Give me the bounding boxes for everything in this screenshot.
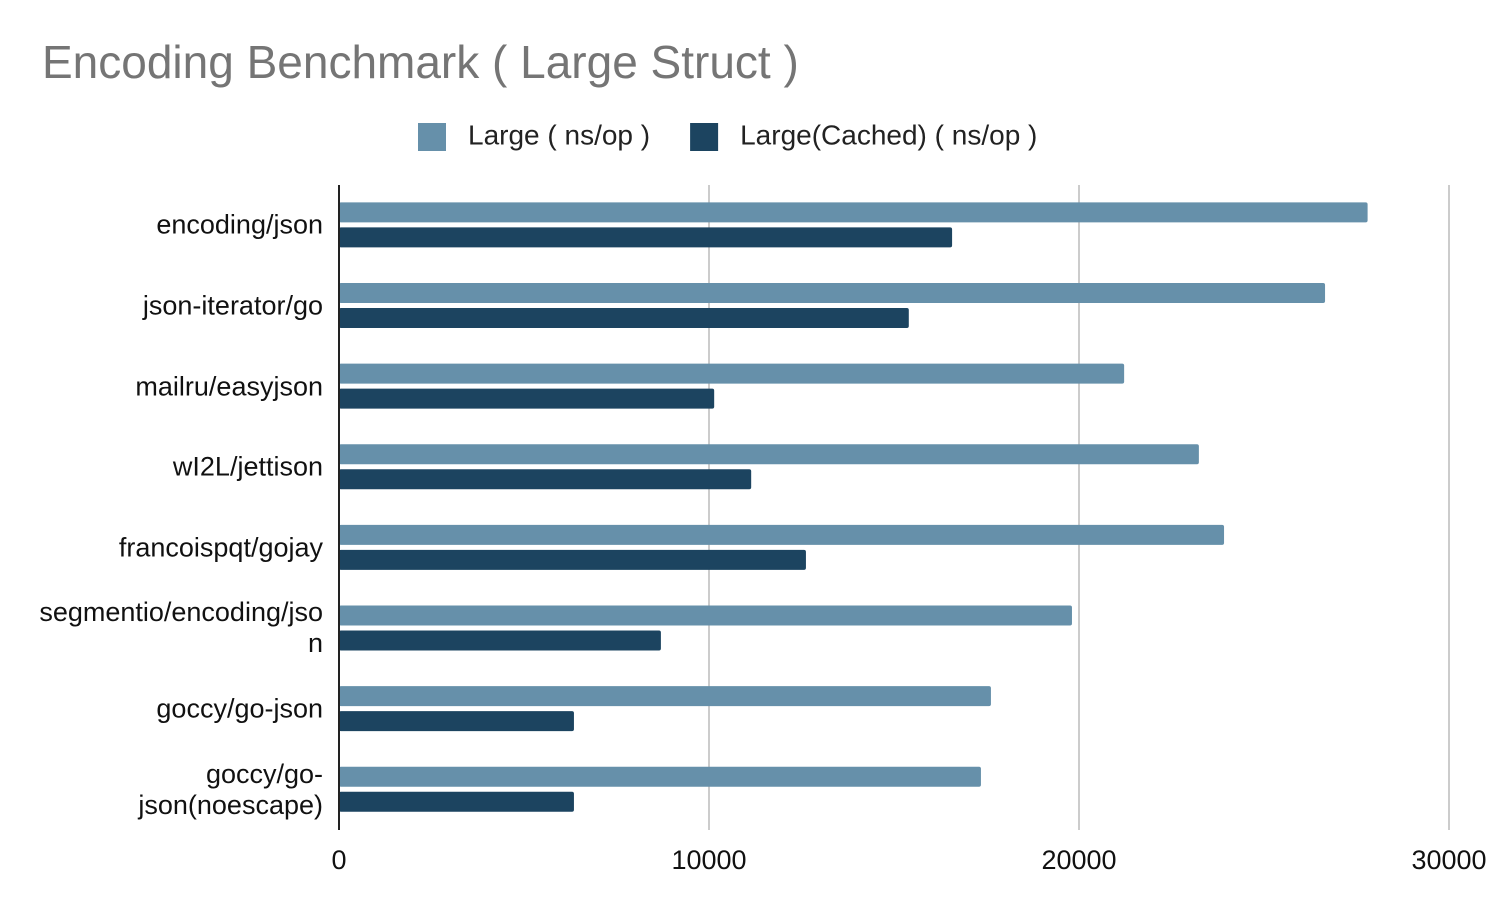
bar (339, 307, 909, 328)
y-tick-label: goccy/go-json (156, 693, 323, 724)
y-tick-label: mailru/easyjson (135, 371, 323, 402)
bar (339, 524, 1225, 545)
y-tick-label: wI2L/jettison (172, 451, 323, 482)
bar (339, 686, 991, 707)
bar (339, 469, 752, 490)
y-tick-label: francoispqt/gojay (118, 532, 323, 563)
legend-swatch (690, 123, 719, 151)
bar (339, 282, 1326, 303)
x-tick-label: 30000 (1411, 845, 1486, 875)
bar (339, 605, 1072, 626)
bar (339, 227, 953, 248)
y-tick-label: json-iterator/go (142, 290, 323, 321)
y-tick-label: goccy/go-json(noescape) (138, 758, 323, 820)
y-tick-label: segmentio/encoding/json (39, 597, 323, 659)
bar (339, 549, 806, 570)
bar (339, 711, 574, 732)
legend-label: Large ( ns/op ) (468, 119, 650, 150)
bar (339, 444, 1199, 465)
x-tick-label: 10000 (671, 845, 746, 875)
chart-title: Encoding Benchmark ( Large Struct ) (42, 36, 799, 88)
bar (339, 791, 574, 812)
y-tick-label: encoding/json (156, 209, 323, 240)
bar (339, 766, 981, 787)
bar (339, 202, 1368, 223)
x-tick-label: 0 (331, 845, 346, 875)
bar (339, 630, 661, 651)
legend-label: Large(Cached) ( ns/op ) (740, 119, 1037, 150)
x-tick-label: 20000 (1041, 845, 1116, 875)
legend-swatch (418, 123, 446, 151)
bar (339, 388, 715, 409)
bar (339, 363, 1125, 384)
